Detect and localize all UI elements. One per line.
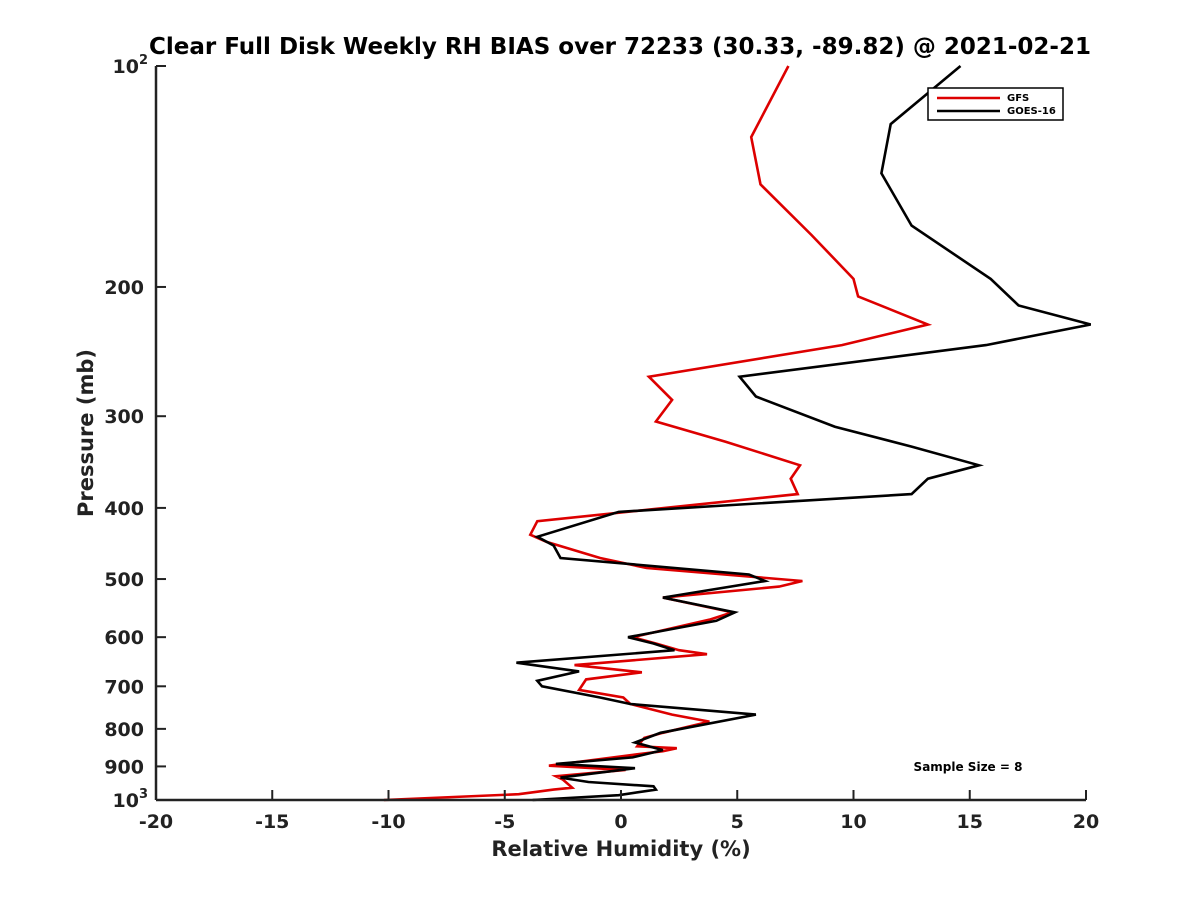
x-tick-label: -10 xyxy=(371,811,405,833)
y-tick-label: 800 xyxy=(104,719,144,741)
legend-label-gfs: GFS xyxy=(1007,93,1029,104)
y-tick-label: 500 xyxy=(104,569,144,591)
series-group xyxy=(383,65,1092,802)
y-tick-label: 600 xyxy=(104,627,144,649)
series-line-gfs xyxy=(383,65,933,802)
x-tick-label: 10 xyxy=(840,811,866,833)
y-tick-label: 300 xyxy=(104,406,144,428)
y-axis-label: Pressure (mb) xyxy=(74,349,98,517)
x-tick-label: -15 xyxy=(255,811,289,833)
x-tick-label: 20 xyxy=(1073,811,1099,833)
y-tick-label: 102 xyxy=(113,53,149,78)
y-tick-label: 900 xyxy=(104,756,144,778)
plot-area: -20 -15 -10 -5 0 5 10 15 20 102 200 300 400 500 600 70… xyxy=(104,53,1099,833)
x-tick-label: -20 xyxy=(139,811,173,833)
x-tick-label: -5 xyxy=(494,811,515,833)
y-ticks: 102 200 300 400 500 600 700 800 900 103 xyxy=(104,53,166,812)
legend-box xyxy=(927,87,1064,121)
x-tick-label: 15 xyxy=(957,811,983,833)
y-tick-label: 700 xyxy=(104,676,144,698)
x-axis-label: Relative Humidity (%) xyxy=(491,837,750,861)
x-tick-label: 5 xyxy=(731,811,744,833)
y-tick-label: 103 xyxy=(113,787,149,812)
y-tick-label: 200 xyxy=(104,277,144,299)
x-ticks: -20 -15 -10 -5 0 5 10 15 20 xyxy=(139,790,1099,833)
y-tick-label: 400 xyxy=(104,498,144,520)
sample-size-annotation: Sample Size = 8 xyxy=(914,760,1023,774)
x-tick-label: 0 xyxy=(614,811,627,833)
chart-title: Clear Full Disk Weekly RH BIAS over 7223… xyxy=(149,34,1091,60)
series-line-goes16 xyxy=(516,65,1092,802)
legend: GFS GOES-16 xyxy=(927,87,1064,121)
legend-label-goes16: GOES-16 xyxy=(1007,106,1056,117)
